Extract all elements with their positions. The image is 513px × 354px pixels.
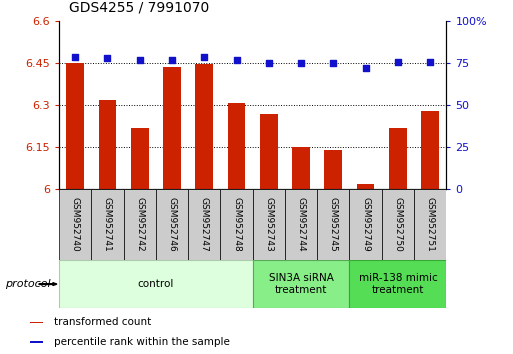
Bar xyxy=(382,189,414,260)
Point xyxy=(135,57,144,63)
Point xyxy=(103,55,111,61)
Bar xyxy=(228,103,245,189)
Point xyxy=(297,61,305,66)
Point xyxy=(232,57,241,63)
Bar xyxy=(349,189,382,260)
Bar xyxy=(131,128,149,189)
Bar xyxy=(292,147,310,189)
Bar xyxy=(349,260,446,308)
Bar xyxy=(156,189,188,260)
Bar xyxy=(421,111,439,189)
Bar xyxy=(30,322,43,323)
Text: GSM952748: GSM952748 xyxy=(232,198,241,252)
Text: control: control xyxy=(137,279,174,289)
Bar xyxy=(59,260,252,308)
Point xyxy=(362,65,370,71)
Text: SIN3A siRNA
treatment: SIN3A siRNA treatment xyxy=(269,273,333,295)
Bar xyxy=(163,68,181,189)
Text: GSM952740: GSM952740 xyxy=(71,198,80,252)
Bar xyxy=(221,189,252,260)
Bar xyxy=(30,341,43,343)
Bar xyxy=(357,184,374,189)
Bar xyxy=(188,189,221,260)
Bar xyxy=(317,189,349,260)
Text: GSM952750: GSM952750 xyxy=(393,197,402,252)
Bar xyxy=(252,260,349,308)
Text: GSM952742: GSM952742 xyxy=(135,198,144,252)
Point xyxy=(71,54,79,59)
Text: GSM952747: GSM952747 xyxy=(200,198,209,252)
Point xyxy=(200,54,208,59)
Text: GDS4255 / 7991070: GDS4255 / 7991070 xyxy=(69,0,209,14)
Point xyxy=(329,61,338,66)
Bar xyxy=(91,189,124,260)
Bar xyxy=(252,189,285,260)
Text: GSM952751: GSM952751 xyxy=(426,197,435,252)
Point xyxy=(394,59,402,64)
Text: GSM952749: GSM952749 xyxy=(361,198,370,252)
Bar xyxy=(324,150,342,189)
Bar xyxy=(389,128,407,189)
Bar xyxy=(124,189,156,260)
Text: GSM952746: GSM952746 xyxy=(167,198,176,252)
Bar xyxy=(414,189,446,260)
Text: miR-138 mimic
treatment: miR-138 mimic treatment xyxy=(359,273,437,295)
Bar xyxy=(260,114,278,189)
Point xyxy=(168,57,176,63)
Text: GSM952744: GSM952744 xyxy=(297,198,306,252)
Text: GSM952745: GSM952745 xyxy=(329,198,338,252)
Text: percentile rank within the sample: percentile rank within the sample xyxy=(53,337,229,347)
Text: GSM952743: GSM952743 xyxy=(264,198,273,252)
Point xyxy=(265,61,273,66)
Bar xyxy=(285,189,317,260)
Point xyxy=(426,59,435,64)
Bar xyxy=(98,100,116,189)
Text: transformed count: transformed count xyxy=(53,318,151,327)
Bar xyxy=(195,64,213,189)
Text: protocol: protocol xyxy=(5,279,51,289)
Bar xyxy=(59,189,91,260)
Bar xyxy=(66,63,84,189)
Text: GSM952741: GSM952741 xyxy=(103,198,112,252)
